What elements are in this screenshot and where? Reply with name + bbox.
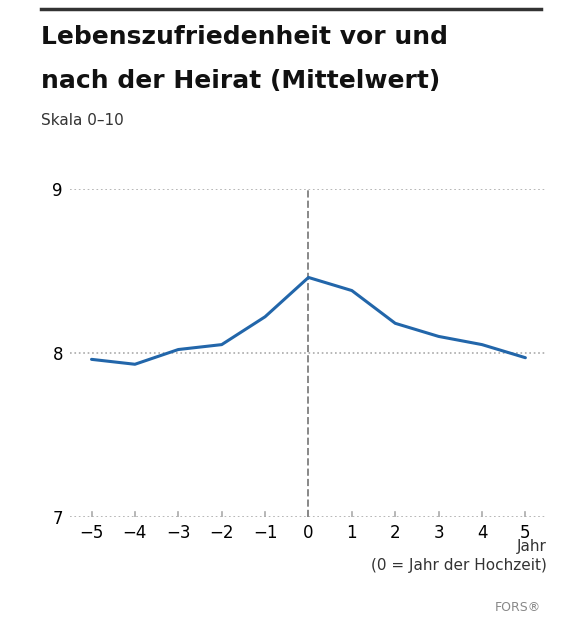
- Text: Lebenszufriedenheit vor und: Lebenszufriedenheit vor und: [41, 25, 448, 49]
- Text: Jahr: Jahr: [517, 539, 547, 554]
- Text: (0 = Jahr der Hochzeit): (0 = Jahr der Hochzeit): [371, 558, 547, 573]
- Text: Skala 0–10: Skala 0–10: [41, 113, 123, 129]
- Text: FORS®: FORS®: [495, 601, 541, 614]
- Text: nach der Heirat (Mittelwert): nach der Heirat (Mittelwert): [41, 69, 440, 93]
